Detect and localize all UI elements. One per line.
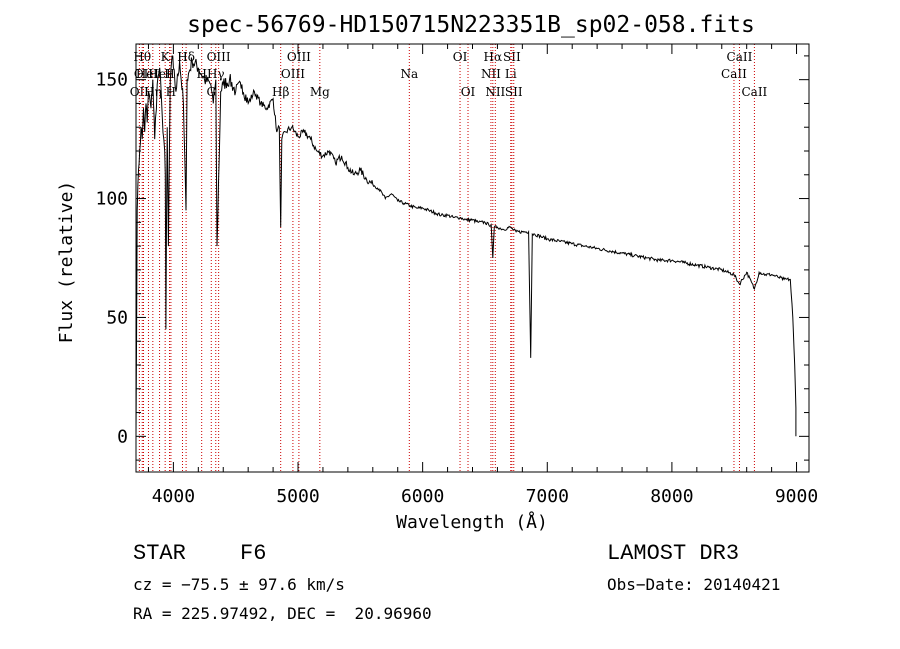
- line-label-30: CaII: [741, 85, 767, 99]
- x-axis-label: Wavelength (Å): [396, 511, 548, 533]
- x-tick-label-1: 5000: [276, 486, 319, 507]
- line-label-25: Li: [505, 67, 517, 81]
- line-label-3: Heli: [136, 67, 161, 81]
- line-label-23: Hα: [484, 50, 503, 64]
- line-label-17: OIII: [287, 50, 311, 64]
- line-label-20: OI: [453, 50, 468, 64]
- x-tick-label-2: 6000: [401, 486, 444, 507]
- plot-frame: [135, 43, 810, 473]
- survey-name: LAMOST DR3: [607, 541, 740, 566]
- spectral-line-markers: OIIHθOIIHeliHηHeIKHHHHδHGHγOIIIHβOIIIOII…: [130, 44, 768, 472]
- line-label-12: G: [206, 85, 216, 99]
- obs-date: Obs−Date: 20140421: [607, 575, 781, 594]
- line-label-8: H: [166, 85, 176, 99]
- line-label-21: OI: [461, 85, 476, 99]
- line-label-0: OII: [130, 85, 150, 99]
- line-label-10: Hδ: [177, 50, 195, 64]
- line-label-19: Na: [400, 67, 418, 81]
- x-tick-label-5: 9000: [775, 486, 818, 507]
- spectrum-chart: spec-56769-HD150715N223351B_sp02-058.fit…: [56, 12, 818, 533]
- x-tick-label-4: 8000: [650, 486, 693, 507]
- x-tick-label-0: 4000: [152, 486, 195, 507]
- object-class: STAR: [133, 541, 186, 566]
- y-tick-label-3: 150: [95, 70, 128, 91]
- chart-title: spec-56769-HD150715N223351B_sp02-058.fit…: [187, 12, 755, 38]
- x-tick-label-3: 7000: [526, 486, 569, 507]
- spectral-subclass: F6: [240, 541, 267, 566]
- line-label-6: K: [161, 50, 171, 64]
- flux-line: [135, 55, 797, 437]
- redshift-cz: cz = −75.5 ± 97.6 km/s: [133, 575, 345, 594]
- y-tick-label-1: 50: [106, 307, 128, 328]
- line-label-26: SII: [503, 50, 521, 64]
- line-label-16: OIII: [281, 67, 305, 81]
- line-label-1: Hθ: [133, 50, 151, 64]
- y-tick-label-2: 100: [95, 189, 128, 210]
- line-label-29: CaII: [727, 50, 753, 64]
- line-label-27: SII: [505, 85, 523, 99]
- y-tick-label-0: 0: [117, 426, 128, 447]
- line-label-14: OIII: [207, 50, 231, 64]
- line-label-9: H: [177, 50, 187, 64]
- line-label-15: Hβ: [272, 85, 289, 99]
- line-label-22: NII: [481, 67, 501, 81]
- axis-ticks: 4000 5000 6000 7000 8000 9000 0 50 100 150: [95, 44, 818, 507]
- line-label-24: NII: [485, 85, 505, 99]
- line-label-7: H: [164, 67, 174, 81]
- line-label-11: H: [196, 67, 206, 81]
- line-label-18: Mg: [310, 85, 330, 99]
- coordinates: RA = 225.97492, DEC = 20.96960: [133, 604, 432, 623]
- line-label-28: CaII: [721, 67, 747, 81]
- y-axis-label: Flux (relative): [56, 181, 77, 344]
- line-label-13: Hγ: [207, 67, 225, 81]
